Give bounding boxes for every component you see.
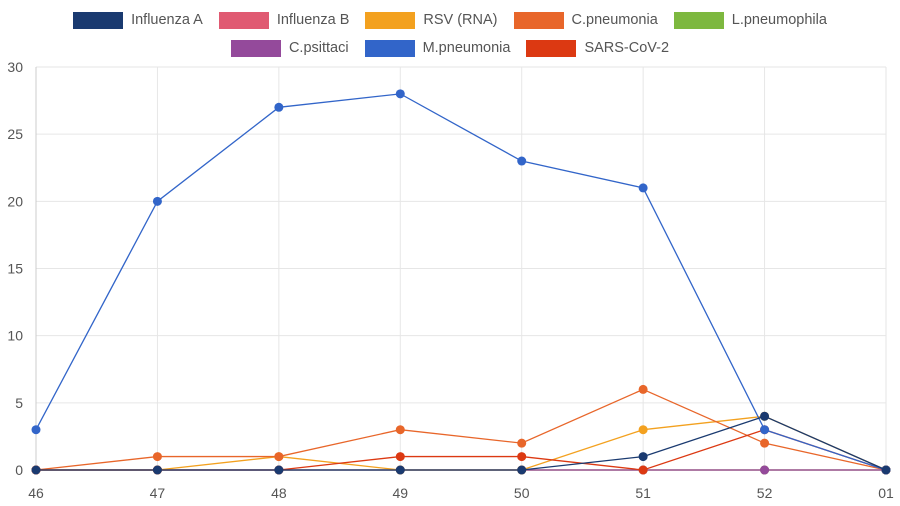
legend-label: C.psittaci [288,40,349,56]
legend-label: RSV (RNA) [423,12,498,28]
series-layer [31,89,891,475]
legend-label: M.pneumonia [422,40,511,56]
y-tick-label: 15 [7,261,23,277]
legend-item[interactable]: Influenza A [73,11,203,29]
x-tick-label: 46 [28,485,44,501]
data-point[interactable] [517,156,527,166]
legend-swatch [673,11,724,29]
legend-swatch [230,39,281,57]
data-point[interactable] [31,425,41,435]
legend-row: Influenza A Influenza B RSV (RNA) C.pneumon… [0,6,900,34]
legend-label: C.pneumonia [571,12,658,28]
data-point[interactable] [638,384,648,394]
series-line [36,415,887,471]
y-tick-label: 5 [15,395,23,411]
legend-item[interactable]: RSV (RNA) [365,11,498,29]
legend-item[interactable]: SARS-CoV-2 [526,39,670,57]
legend-label: SARS-CoV-2 [584,40,670,56]
grid-lines [35,66,887,471]
x-tick-label: 47 [150,485,166,501]
legend-swatch [526,39,577,57]
y-tick-label: 25 [7,126,23,142]
tick-labels: 0 5 10 15 20 25 30 46 47 48 49 50 51 52 01 [7,59,894,501]
series-line [35,388,887,471]
data-point[interactable] [395,465,405,475]
legend-row: C.psittaci M.pneumonia SARS-CoV-2 [0,34,900,62]
legend-swatch [73,11,124,29]
data-point[interactable] [274,465,284,475]
x-tick-label: 48 [271,485,287,501]
legend-item[interactable]: L.pneumophila [673,11,827,29]
x-tick-label: 51 [635,485,651,501]
y-tick-label: 20 [7,193,23,209]
data-point[interactable] [760,438,770,448]
legend-swatch [513,11,564,29]
y-tick-label: 0 [15,462,23,478]
legend-swatch [218,11,269,29]
data-point[interactable] [760,411,770,421]
data-point[interactable] [638,425,648,435]
data-point[interactable] [638,465,648,475]
x-tick-label: 01 [878,485,894,501]
legend-swatch [364,39,415,57]
data-point[interactable] [152,452,162,462]
y-tick-label: 30 [7,59,23,75]
legend-item[interactable]: Influenza B [218,11,350,29]
legend-label: Influenza B [276,12,350,28]
data-point[interactable] [760,465,770,475]
x-tick-label: 52 [757,485,773,501]
data-point[interactable] [152,196,162,206]
data-point[interactable] [517,465,527,475]
chart-legend: Influenza A Influenza B RSV (RNA) C.pneumon… [0,6,900,62]
data-point[interactable] [274,452,284,462]
data-point[interactable] [517,438,527,448]
data-point[interactable] [638,183,648,193]
legend-label: L.pneumophila [731,12,827,28]
x-tick-label: 49 [392,485,408,501]
series-line [36,429,887,471]
data-point[interactable] [395,89,405,99]
legend-item[interactable]: C.psittaci [230,39,349,57]
data-point[interactable] [395,425,405,435]
data-point[interactable] [760,425,770,435]
legend-item[interactable]: C.pneumonia [513,11,658,29]
series-influenza-a [31,411,891,475]
x-tick-label: 50 [514,485,530,501]
legend-swatch [365,11,416,29]
data-point[interactable] [881,465,891,475]
data-point[interactable] [395,452,405,462]
series-line [35,93,887,471]
data-point[interactable] [274,102,284,112]
series-line [36,415,887,471]
y-tick-label: 10 [7,328,23,344]
legend-label: Influenza A [131,12,203,28]
data-point[interactable] [31,465,41,475]
legend-item[interactable]: M.pneumonia [364,39,511,57]
data-point[interactable] [517,452,527,462]
data-point[interactable] [152,465,162,475]
data-point[interactable] [638,452,648,462]
